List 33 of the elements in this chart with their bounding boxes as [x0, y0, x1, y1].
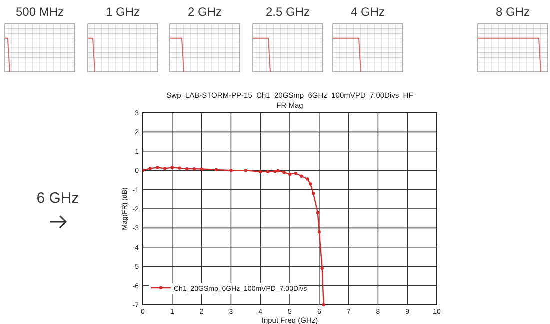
point — [308, 182, 312, 186]
point — [192, 167, 196, 171]
point — [294, 172, 298, 176]
point — [148, 167, 152, 170]
text: 4 GHz — [350, 5, 386, 19]
point — [163, 167, 167, 170]
point — [320, 266, 324, 270]
point — [322, 303, 326, 307]
point — [276, 169, 280, 173]
point — [200, 168, 204, 171]
point — [306, 178, 310, 181]
point — [230, 169, 233, 172]
text: 2 GHz — [188, 5, 222, 19]
text: 8 GHz — [496, 5, 530, 19]
point — [214, 168, 218, 172]
point — [282, 170, 286, 174]
text: 1 GHz — [106, 5, 140, 19]
point — [259, 170, 262, 174]
point — [274, 170, 277, 174]
point — [178, 166, 182, 170]
text: 6 GHz — [36, 190, 80, 207]
text: 500 MHz — [16, 5, 64, 19]
point — [318, 230, 321, 234]
point — [300, 174, 304, 178]
point — [312, 192, 316, 196]
point — [316, 211, 320, 214]
point — [156, 166, 160, 170]
point — [186, 167, 189, 171]
text: 2.5 GHz — [266, 5, 310, 19]
point — [288, 172, 292, 176]
point — [266, 170, 270, 174]
point — [170, 166, 174, 170]
point — [244, 169, 248, 172]
